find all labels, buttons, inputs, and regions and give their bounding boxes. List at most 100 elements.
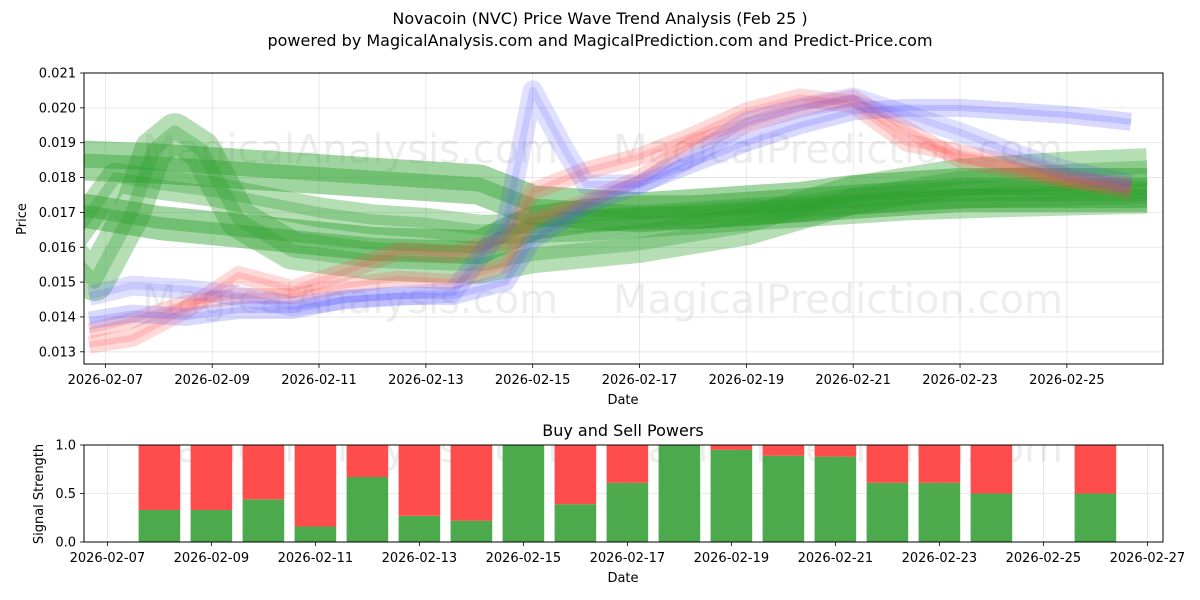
price-x-ticks: 2026-02-07 2026-02-09 2026-02-11 2026-02-13…: [68, 364, 1105, 388]
red-wave-1-line: [88, 94, 1132, 348]
sell-bar: [554, 445, 597, 505]
price-y-tick-label: 0.019: [39, 136, 76, 151]
buy-bar: [190, 509, 233, 542]
price-y-tick-label: 0.013: [39, 345, 76, 360]
buy-bar: [554, 504, 597, 542]
buy-bar: [918, 482, 961, 542]
signal-x-tick-label: 2026-02-21: [798, 551, 874, 566]
price-x-tick-label: 2026-02-19: [709, 373, 785, 388]
watermark-prediction-mid: MagicalPrediction.com: [613, 277, 1063, 323]
buy-bar: [502, 445, 545, 542]
price-x-tick-label: 2026-02-25: [1029, 373, 1105, 388]
price-x-tick-label: 2026-02-21: [815, 373, 891, 388]
signal-x-tick-label: 2026-02-13: [382, 551, 458, 566]
red-wave-2-band: [87, 89, 1132, 339]
sell-bar: [762, 445, 805, 456]
sell-bar: [814, 445, 857, 457]
price-y-ticks: 0.013 0.014 0.015 0.016 0.017 0.018 0.019 0.020…: [39, 67, 84, 360]
sell-bar: [294, 445, 337, 527]
buy-bar: [814, 456, 857, 542]
signal-y-tick-label: 0.0: [55, 536, 76, 551]
sell-bar: [710, 445, 753, 450]
buy-bar: [398, 515, 441, 542]
signal-x-tick-label: 2026-02-17: [590, 551, 666, 566]
buy-bar: [1074, 493, 1117, 542]
price-x-tick-label: 2026-02-17: [602, 373, 678, 388]
price-x-tick-label: 2026-02-11: [281, 373, 357, 388]
buy-bar: [970, 493, 1013, 542]
signal-x-tick-label: 2026-02-19: [694, 551, 770, 566]
signal-x-tick-label: 2026-02-09: [174, 551, 250, 566]
buy-bar: [346, 477, 389, 542]
price-x-tick-label: 2026-02-07: [68, 373, 144, 388]
signal-x-tick-label: 2026-02-11: [278, 551, 354, 566]
signal-x-tick-label: 2026-02-23: [902, 551, 978, 566]
price-y-tick-label: 0.021: [39, 67, 76, 82]
signal-bars: [138, 445, 1117, 542]
buy-bar: [138, 509, 181, 542]
green-wave-2-line: [84, 125, 1148, 289]
price-y-tick-label: 0.017: [39, 206, 76, 221]
signal-x-tick-label: 2026-02-07: [70, 551, 146, 566]
signal-y-tick-label: 1.0: [55, 439, 76, 454]
blue-wave-2-line: [88, 86, 1132, 310]
sell-bar: [918, 445, 961, 483]
green-wave-1-band: [84, 162, 1148, 246]
sell-bar: [970, 445, 1013, 494]
buy-bar: [710, 449, 753, 542]
green-wave-4-band: [84, 178, 1147, 265]
signal-chart-title: Buy and Sell Powers: [542, 421, 704, 440]
sell-bar: [190, 445, 233, 510]
signal-y-label: Signal Strength: [32, 444, 47, 544]
signal-x-ticks: 2026-02-07 2026-02-09 2026-02-11 2026-02-13…: [70, 542, 1186, 566]
signal-x-label: Date: [607, 571, 638, 586]
sell-bar: [450, 445, 493, 521]
green-wave-3-band: [84, 140, 1147, 233]
signal-y-tick-label: 0.5: [55, 487, 76, 502]
price-x-tick-label: 2026-02-15: [495, 373, 571, 388]
sell-bar: [138, 445, 181, 510]
buy-bar: [658, 445, 701, 542]
green-wave-2-band: [84, 113, 1148, 302]
buy-bar: [294, 526, 337, 542]
chart-subtitle: powered by MagicalAnalysis.com and Magic…: [267, 31, 933, 50]
buy-bar: [866, 482, 909, 542]
signal-y-ticks: 0.0 0.5 1.0: [55, 439, 84, 551]
price-x-tick-label: 2026-02-23: [922, 373, 998, 388]
price-x-label: Date: [607, 393, 638, 408]
buy-bar: [450, 520, 493, 542]
sell-bar: [866, 445, 909, 483]
buy-bar: [606, 482, 649, 542]
price-y-tick-label: 0.014: [39, 310, 76, 325]
watermark-prediction-top: MagicalPrediction.com: [613, 127, 1063, 173]
watermark-analysis-top: MagicalAnalysis.com: [142, 127, 558, 173]
blue-wave-1-line: [88, 104, 1132, 324]
price-plot-frame: [83, 72, 1164, 365]
watermark-analysis-mid: MagicalAnalysis.com: [142, 277, 558, 323]
buy-bar: [762, 455, 805, 542]
price-y-tick-label: 0.015: [39, 276, 76, 291]
blue-wave-1-band: [87, 98, 1132, 330]
red-wave-1-band: [87, 88, 1133, 354]
sell-bar: [242, 445, 285, 500]
signal-x-tick-label: 2026-02-27: [1110, 551, 1186, 566]
price-x-tick-label: 2026-02-09: [174, 373, 250, 388]
price-x-tick-label: 2026-02-13: [388, 373, 464, 388]
signal-x-tick-label: 2026-02-25: [1006, 551, 1082, 566]
sell-bar: [398, 445, 441, 516]
price-wave-series: [84, 80, 1148, 354]
price-y-tick-label: 0.018: [39, 171, 76, 186]
red-wave-2-line: [88, 94, 1132, 334]
blue-wave-2-band: [86, 80, 1134, 317]
price-grid: [84, 72, 1163, 364]
buy-bar: [242, 499, 285, 542]
chart-title: Novacoin (NVC) Price Wave Trend Analysis…: [392, 9, 808, 28]
signal-x-tick-label: 2026-02-15: [486, 551, 562, 566]
price-y-tick-label: 0.016: [39, 241, 76, 256]
price-y-label: Price: [15, 203, 30, 235]
green-wave-4-line: [84, 189, 1147, 254]
green-wave-1-line: [84, 172, 1148, 236]
sell-bar: [606, 445, 649, 483]
